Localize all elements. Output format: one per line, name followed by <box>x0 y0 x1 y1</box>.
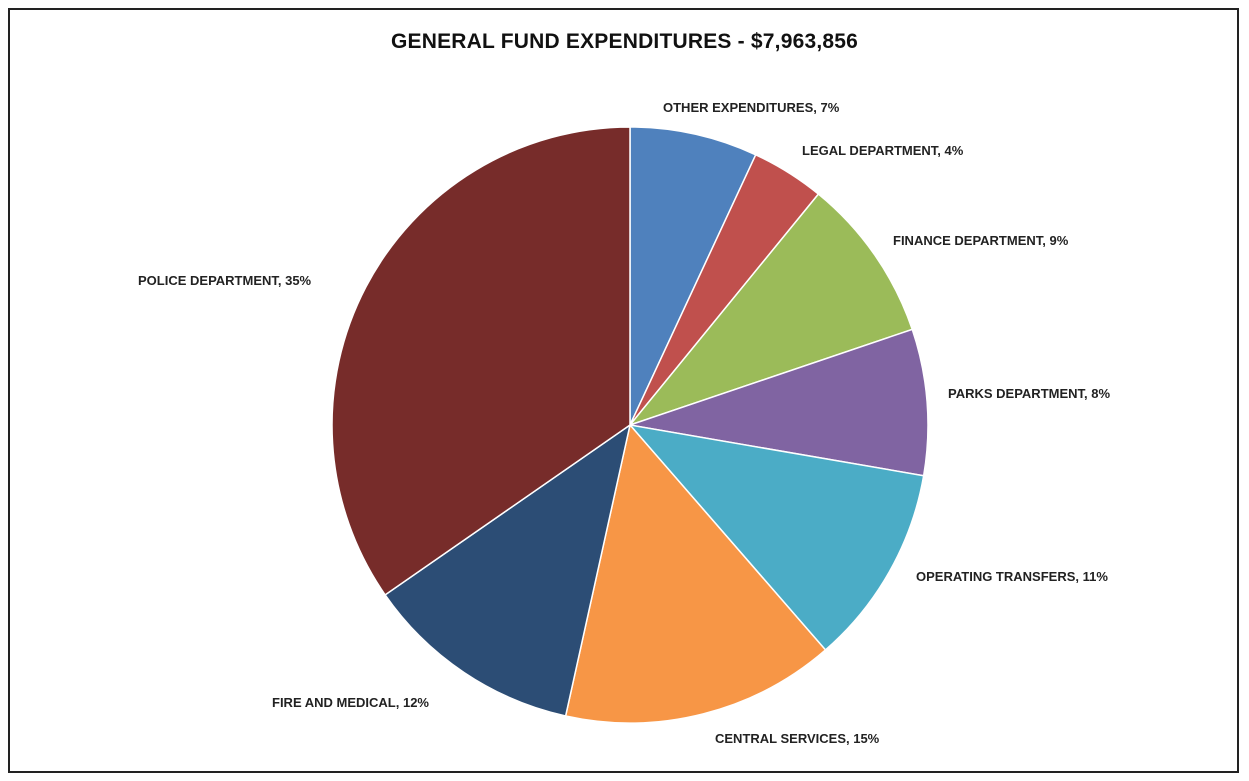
data-label-parks-department: PARKS DEPARTMENT, 8% <box>948 386 1110 401</box>
data-label-finance-department: FINANCE DEPARTMENT, 9% <box>893 233 1069 248</box>
data-label-central-services: CENTRAL SERVICES, 15% <box>715 731 880 746</box>
data-label-legal-department: LEGAL DEPARTMENT, 4% <box>802 143 964 158</box>
pie-slice-parks-department <box>629 328 929 477</box>
data-label-other-expenditures: OTHER EXPENDITURES, 7% <box>663 100 840 115</box>
pie-slice-central-services <box>564 423 827 724</box>
pie-slice-finance-department <box>627 193 914 427</box>
data-label-police-department: POLICE DEPARTMENT, 35% <box>138 273 312 288</box>
data-label-fire-and-medical: FIRE AND MEDICAL, 12% <box>272 695 429 710</box>
pie-slice-other-expenditures <box>629 126 757 426</box>
chart-title: GENERAL FUND EXPENDITURES - $7,963,856 <box>390 30 859 53</box>
data-label-operating-transfers: OPERATING TRANSFERS, 11% <box>916 569 1108 584</box>
pie-slice-police-department <box>331 126 631 596</box>
pie-slice-operating-transfers <box>628 423 925 651</box>
pie-slice-fire-and-medical <box>384 423 632 717</box>
